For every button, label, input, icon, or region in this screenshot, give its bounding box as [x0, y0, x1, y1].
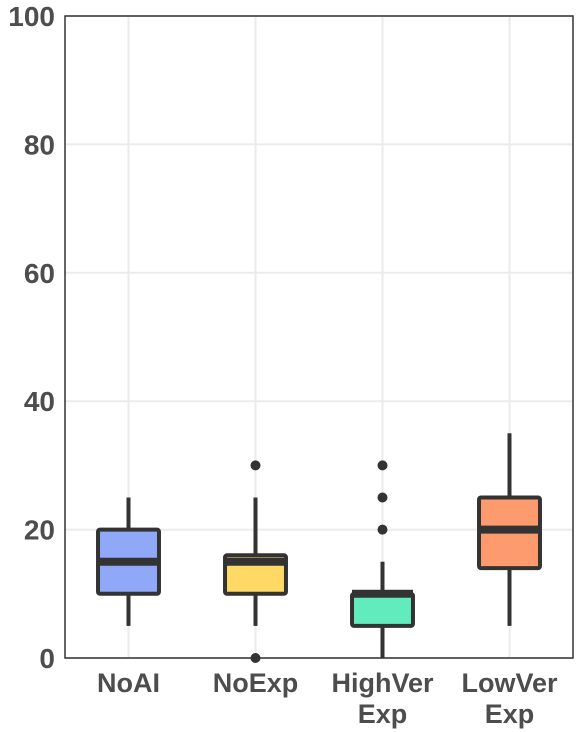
y-tick-label: 20 [24, 515, 55, 546]
y-axis: 0 20 40 60 80 100 [8, 1, 55, 674]
outlier-point [377, 460, 388, 471]
x-tick-label: Exp [485, 699, 535, 729]
box-noexp [223, 460, 288, 663]
x-tick-label: LowVer [461, 668, 558, 698]
y-tick-label: 80 [24, 129, 55, 160]
y-tick-label: 60 [24, 258, 55, 289]
y-tick-label: 40 [24, 386, 55, 417]
y-tick-label: 100 [8, 1, 55, 32]
box-noai [96, 497, 161, 626]
outlier-point [377, 492, 388, 503]
outlier-point [250, 460, 261, 471]
plot-panel-border [64, 15, 574, 659]
box-highver-exp [350, 460, 415, 658]
outlier-point [377, 524, 388, 535]
y-tick-label: 0 [39, 643, 55, 674]
x-tick-label: NoExp [213, 668, 299, 698]
x-tick-label: NoAI [97, 668, 160, 698]
x-tick-label: Exp [358, 699, 408, 729]
box-body [350, 591, 415, 628]
x-tick-label: HighVer [331, 668, 434, 698]
box-lowver-exp [477, 433, 542, 626]
box-group [96, 433, 542, 663]
